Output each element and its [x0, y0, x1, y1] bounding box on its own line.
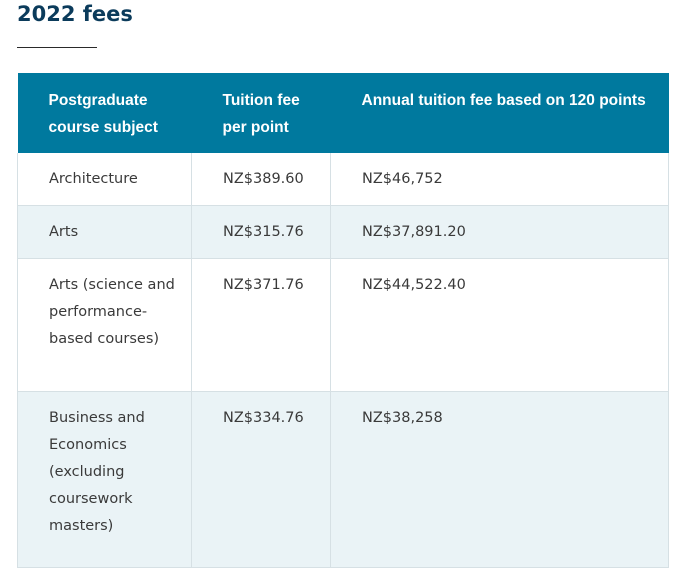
cell-subject: Architecture — [17, 153, 192, 206]
cell-annual-fee: NZ$46,752 — [330, 153, 669, 206]
table-row: Business and Economics (excluding course… — [17, 391, 669, 568]
page-title: 2022 fees — [17, 2, 133, 26]
cell-subject: Arts (science and performance-based cour… — [17, 258, 192, 392]
fees-table: Postgraduate course subject Tuition fee … — [17, 73, 669, 568]
cell-fee-per-point: NZ$371.76 — [191, 258, 331, 392]
table-row: Arts NZ$315.76 NZ$37,891.20 — [17, 205, 669, 259]
cell-annual-fee: NZ$37,891.20 — [330, 205, 669, 259]
cell-annual-fee: NZ$44,522.40 — [330, 258, 669, 392]
header-row: Postgraduate course subject Tuition fee … — [17, 73, 669, 153]
table-body: Architecture NZ$389.60 NZ$46,752 Arts NZ… — [17, 153, 669, 568]
title-underline-divider — [17, 47, 97, 48]
table-row: Architecture NZ$389.60 NZ$46,752 — [17, 153, 669, 206]
cell-subject: Business and Economics (excluding course… — [17, 391, 192, 568]
table-header: Postgraduate course subject Tuition fee … — [17, 73, 669, 153]
cell-annual-fee: NZ$38,258 — [330, 391, 669, 568]
column-header-subject: Postgraduate course subject — [17, 73, 192, 153]
column-header-fee-per-point: Tuition fee per point — [191, 73, 331, 153]
cell-fee-per-point: NZ$334.76 — [191, 391, 331, 568]
table-row: Arts (science and performance-based cour… — [17, 258, 669, 392]
column-header-annual-fee: Annual tuition fee based on 120 points — [330, 73, 669, 153]
cell-fee-per-point: NZ$315.76 — [191, 205, 331, 259]
cell-subject: Arts — [17, 205, 192, 259]
cell-fee-per-point: NZ$389.60 — [191, 153, 331, 206]
